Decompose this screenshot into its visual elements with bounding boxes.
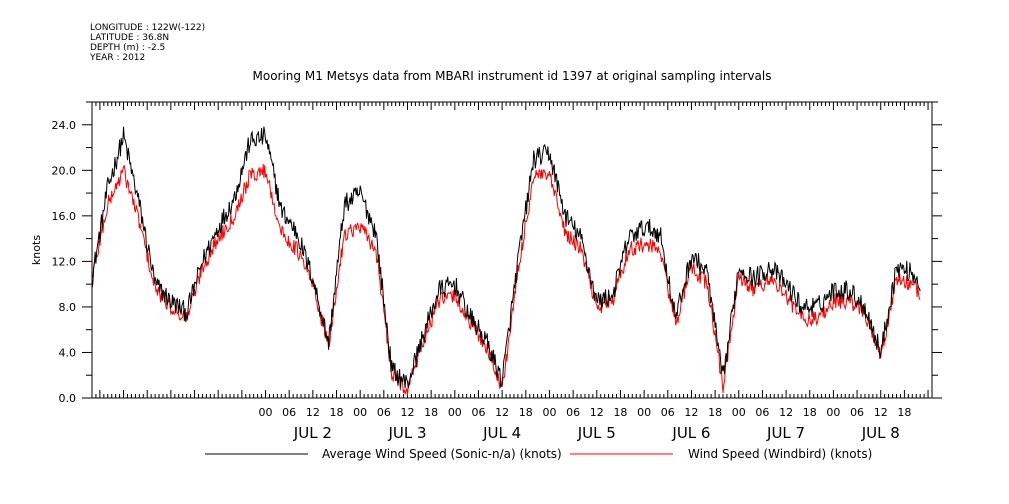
x-tick-label: 18 [897, 406, 911, 419]
day-label: JUL 4 [482, 424, 521, 442]
y-tick-label: 4.0 [59, 346, 77, 359]
day-label: JUL 5 [577, 424, 616, 442]
x-tick-label: 06 [661, 406, 675, 419]
x-tick-label: 06 [282, 406, 296, 419]
day-label: JUL 7 [766, 424, 805, 442]
header-depth: DEPTH (m) : -2.5 [90, 43, 165, 53]
y-tick-label: 12.0 [52, 255, 77, 268]
x-tick-label: 06 [755, 406, 769, 419]
y-tick-label: 8.0 [59, 301, 77, 314]
x-tick-label: 18 [708, 406, 722, 419]
legend-label-sonic: Average Wind Speed (Sonic-n/a) (knots) [322, 447, 562, 461]
x-tick-label: 00 [732, 406, 746, 419]
x-tick-label: 12 [874, 406, 888, 419]
day-label: JUL 3 [387, 424, 426, 442]
day-label: JUL 8 [861, 424, 900, 442]
day-labels: JUL 2 JUL 3 JUL 4 JUL 5 JUL 6 JUL 7 JUL 8 [293, 424, 900, 442]
header-longitude: LONGITUDE : 122W(-122) [90, 23, 205, 33]
day-label: JUL 2 [293, 424, 332, 442]
y-tick-label: 0.0 [59, 392, 77, 405]
x-tick-label: 18 [613, 406, 627, 419]
header-latitude: LATITUDE : 36.8N [90, 33, 169, 43]
series-line-sonic [91, 126, 921, 389]
x-tick-label: 12 [684, 406, 698, 419]
x-tick-label: 00 [542, 406, 556, 419]
series-line-windbird [91, 163, 921, 396]
y-axis-label: knots [30, 235, 43, 265]
axis-ticks [82, 101, 942, 399]
x-tick-label: 18 [803, 406, 817, 419]
x-tick-label: 06 [377, 406, 391, 419]
plot-frame [91, 101, 933, 399]
x-tick-label: 12 [779, 406, 793, 419]
x-tick-label: 06 [471, 406, 485, 419]
x-tick-label: 00 [448, 406, 462, 419]
header-year: YEAR : 2012 [89, 53, 145, 63]
x-tick-label: 12 [495, 406, 509, 419]
y-tick-label: 24.0 [52, 119, 77, 132]
x-tick-label: 18 [330, 406, 344, 419]
x-tick-label: 00 [637, 406, 651, 419]
x-tick-label: 00 [353, 406, 367, 419]
x-tick-label: 12 [306, 406, 320, 419]
x-tick-label: 00 [826, 406, 840, 419]
x-tick-label: 06 [850, 406, 864, 419]
chart-title: Mooring M1 Metsys data from MBARI instru… [253, 69, 772, 83]
x-tick-label: 00 [259, 406, 273, 419]
x-tick-label: 06 [566, 406, 580, 419]
x-tick-label: 18 [519, 406, 533, 419]
legend: Average Wind Speed (Sonic-n/a) (knots) W… [205, 447, 872, 461]
day-label: JUL 6 [671, 424, 710, 442]
y-tick-labels: 0.0 4.0 8.0 12.0 16.0 20.0 24.0 [52, 119, 77, 405]
y-tick-label: 16.0 [52, 210, 77, 223]
x-tick-labels: 00 06 12 18 00 06 12 18 00 06 12 18 00 06 12 18 00 06 12 18… [259, 406, 912, 419]
x-tick-label: 18 [424, 406, 438, 419]
x-tick-label: 12 [590, 406, 604, 419]
x-tick-label: 12 [400, 406, 414, 419]
y-tick-label: 20.0 [52, 164, 77, 177]
series-lines [91, 126, 921, 396]
legend-label-windbird: Wind Speed (Windbird) (knots) [688, 447, 872, 461]
